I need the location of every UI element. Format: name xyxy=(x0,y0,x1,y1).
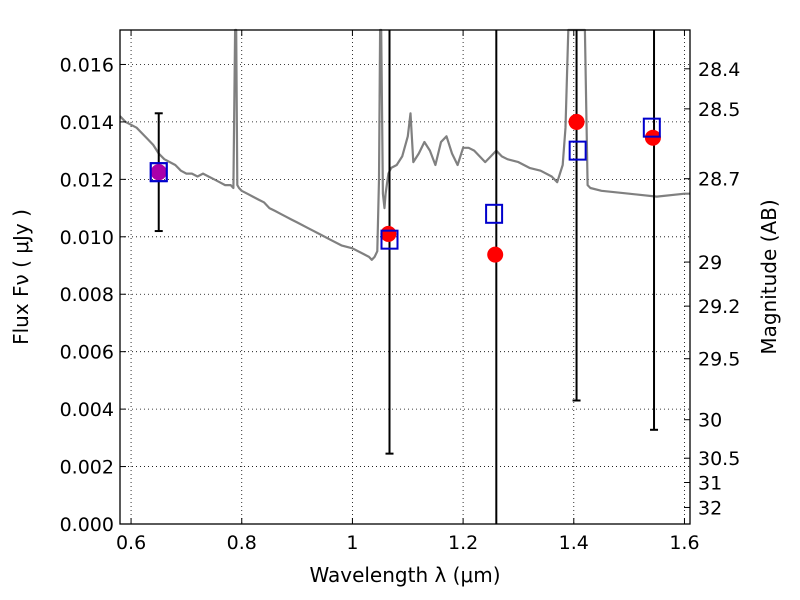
overlap-point xyxy=(150,164,167,181)
model-point xyxy=(642,117,661,138)
right-axis-label: Magnitude (AB) xyxy=(757,199,781,354)
point-layer xyxy=(149,113,661,263)
y-tick-label: 0.000 xyxy=(60,514,114,536)
plot-frame xyxy=(119,29,691,525)
y-tick-label: 0.006 xyxy=(60,342,114,364)
observed-point xyxy=(568,113,585,130)
x-tick-label: 0.8 xyxy=(227,532,257,554)
right-tick-label: 30.5 xyxy=(698,448,740,470)
ticks xyxy=(120,30,690,525)
model-point xyxy=(568,140,587,161)
right-tick-label: 30 xyxy=(698,410,722,432)
model-point-overlay xyxy=(149,162,168,183)
y-axis-label: Flux Fν ( μJy ) xyxy=(9,209,33,345)
right-tick-label: 31 xyxy=(698,472,722,494)
plot-background xyxy=(120,30,690,524)
y-tick-label: 0.016 xyxy=(60,54,114,76)
spectrum-layer xyxy=(119,28,690,261)
model-point xyxy=(485,203,504,224)
x-axis-label: Wavelength λ (μm) xyxy=(309,563,500,587)
right-tick-label: 28.5 xyxy=(698,99,740,121)
observed-point xyxy=(380,225,397,242)
spectrum-line xyxy=(119,28,690,261)
observed-point xyxy=(644,129,661,146)
tick-labels: 0.6 0.8 1 1.2 1.4 1.6 0.000 0.002 0.004 0.006 0.00… xyxy=(60,54,741,554)
y-tick-label: 0.010 xyxy=(60,227,114,249)
x-tick-label: 1 xyxy=(346,532,358,554)
x-tick-label: 1.2 xyxy=(448,532,478,554)
right-tick-label: 28.7 xyxy=(698,169,740,191)
right-tick-label: 29.5 xyxy=(698,349,740,371)
y-tick-label: 0.004 xyxy=(60,399,114,421)
y-tick-label: 0.002 xyxy=(60,457,114,479)
y-tick-label: 0.014 xyxy=(60,112,114,134)
observed-point xyxy=(487,246,504,263)
right-tick-label: 28.4 xyxy=(698,59,740,81)
model-point xyxy=(380,229,399,250)
y-tick-label: 0.012 xyxy=(60,169,114,191)
right-tick-label: 32 xyxy=(698,497,722,519)
x-tick-label: 1.6 xyxy=(669,532,699,554)
right-tick-label: 29.2 xyxy=(698,296,740,318)
x-tick-label: 0.6 xyxy=(116,532,146,554)
y-tick-label: 0.008 xyxy=(60,284,114,306)
right-tick-label: 29 xyxy=(698,252,722,274)
x-tick-label: 1.4 xyxy=(559,532,589,554)
